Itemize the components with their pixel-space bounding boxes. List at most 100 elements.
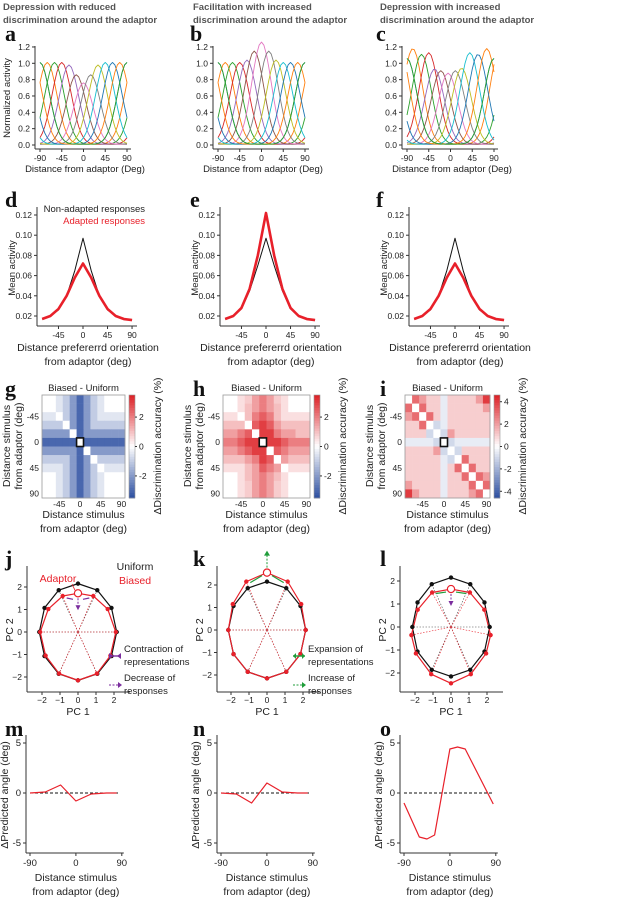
x-tick-label: -90 — [34, 153, 47, 163]
x-tick-label: 0 — [264, 858, 269, 869]
colorbar-segment — [129, 459, 135, 463]
x-axis-label: Distance from adaptor (Deg) — [203, 164, 323, 175]
colorbar-segment — [129, 405, 135, 409]
heatmap-cell — [237, 480, 246, 490]
heatmap-cell — [69, 489, 77, 499]
column-title-line2: discrimination around the adaptor — [3, 15, 157, 26]
heatmap-cell — [118, 403, 126, 413]
heatmap-cell — [281, 420, 289, 430]
heatmap-cell — [48, 412, 57, 422]
heatmap-cell — [252, 489, 260, 499]
biased-point — [75, 678, 81, 683]
y-tick-label: 0.06 — [387, 271, 404, 281]
heatmap-cell — [76, 429, 84, 439]
colorbar-segment — [129, 418, 135, 422]
heatmap-cell — [48, 395, 57, 404]
heatmap-cell — [83, 429, 91, 439]
biased-point — [429, 590, 435, 595]
heatmap-cell — [461, 480, 470, 490]
heatmap-cell — [426, 463, 434, 473]
heatmap-cell — [118, 455, 126, 464]
heatmap-cell — [295, 420, 304, 430]
y-tick-label: 0.8 — [196, 75, 208, 85]
biased-point — [245, 669, 250, 675]
heatmap-cell — [454, 420, 462, 430]
annotation-line: Contraction of — [124, 644, 184, 655]
heatmap-cell — [295, 472, 304, 482]
y-tick-label: 0.2 — [196, 124, 208, 134]
x-tick-label: 0 — [78, 499, 83, 509]
tuning-curve — [406, 58, 495, 145]
x-tick-label: −2 — [226, 695, 236, 705]
colorbar-segment — [129, 431, 135, 435]
colorbar-segment — [314, 397, 320, 401]
x-axis-label: PC 1 — [439, 706, 463, 718]
heatmap-cell — [90, 489, 98, 499]
colorbar-segment — [314, 479, 320, 483]
colorbar-segment — [314, 461, 320, 465]
x-tick-label: 2 — [112, 695, 117, 705]
colorbar-segment — [494, 459, 500, 463]
heatmap-cell — [440, 395, 448, 404]
heatmap-cell — [426, 420, 434, 430]
x-axis-label-line2: from adaptor (deg) — [417, 356, 504, 368]
heatmap-cell — [76, 480, 84, 490]
heatmap-cell — [48, 446, 57, 456]
heatmap-cell — [433, 403, 441, 413]
panel-letter-l: l — [380, 546, 386, 571]
colorbar-segment — [129, 425, 135, 429]
colorbar-segment — [494, 467, 500, 471]
x-tick-label: 0 — [261, 499, 266, 509]
x-tick-label: 2 — [485, 695, 490, 705]
heatmap-cell — [111, 412, 119, 422]
heatmap-cell — [97, 412, 105, 422]
panel-letter-e: e — [190, 187, 200, 212]
colorbar-segment — [494, 438, 500, 442]
biased-point — [244, 579, 249, 584]
x-tick-label: 1 — [467, 695, 472, 705]
heatmap-cell — [252, 437, 260, 447]
colorbar-segment — [129, 487, 135, 491]
colorbar-segment — [129, 415, 135, 419]
colorbar-segment — [494, 446, 500, 450]
heatmap-cell — [104, 403, 112, 413]
colorbar-segment — [129, 433, 135, 437]
colorbar-segment — [314, 482, 320, 486]
y-tick-label: 0 — [215, 437, 220, 447]
uniform-point — [109, 605, 114, 611]
legend-adapted: Adapted responses — [63, 216, 145, 227]
heatmap-cell — [230, 412, 238, 422]
heatmap-cell — [259, 455, 267, 464]
colorbar-segment — [129, 467, 135, 471]
colorbar-segment — [494, 425, 500, 429]
heatmap-cell — [447, 412, 455, 422]
biased-point — [488, 632, 493, 638]
heatmap-frame — [41, 394, 126, 499]
x-tick-label: 0 — [449, 695, 454, 705]
heatmap-cell — [69, 429, 77, 439]
x-tick-label: −1 — [428, 695, 438, 705]
heatmap-cell — [447, 446, 455, 456]
heatmap-cell — [83, 472, 91, 482]
heatmap-cell — [42, 403, 50, 413]
heatmap-cell — [244, 412, 253, 422]
heatmap-cell — [111, 463, 119, 473]
heatmap-cell — [419, 463, 427, 473]
colorbar-segment — [314, 490, 320, 494]
y-tick-label: -5 — [387, 838, 395, 849]
biased-spoke — [266, 629, 287, 672]
column-title-line1: Facilitation with increased — [193, 2, 312, 13]
uniform-point — [245, 585, 250, 591]
heatmap-cell — [412, 455, 420, 464]
x-axis-label: PC 1 — [255, 706, 279, 718]
heatmap-frame — [222, 394, 311, 499]
heatmap-cell — [440, 480, 448, 490]
heatmap-cell — [454, 412, 462, 422]
heatmap-cell — [90, 455, 98, 464]
heatmap-cell — [104, 446, 112, 456]
heatmap-cell — [42, 395, 50, 404]
heatmap-cell — [223, 480, 231, 490]
colorbar-tick-label: -2 — [504, 464, 512, 474]
heatmap-cell — [97, 420, 105, 430]
colorbar-tick-label: 0 — [504, 442, 509, 452]
